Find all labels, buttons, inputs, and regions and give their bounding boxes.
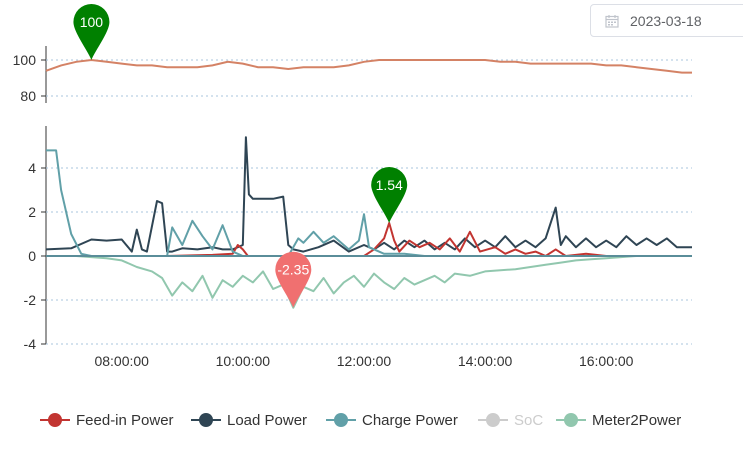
marker-power-max: 1.54: [371, 167, 408, 223]
legend-label: Charge Power: [362, 412, 458, 429]
legend-label: Meter2Power: [592, 412, 681, 429]
power-y-tick-label: 4: [28, 160, 36, 176]
date-picker[interactable]: 2023-03-18: [590, 4, 743, 37]
marker-soc-max: 100: [73, 3, 110, 60]
soc-y-tick-label: 100: [13, 52, 37, 68]
date-value: 2023-03-18: [630, 13, 702, 29]
power-y-tick-label: -4: [24, 336, 37, 352]
x-tick-label: 16:00:00: [579, 353, 634, 369]
power-y-tick-label: 0: [28, 248, 36, 264]
legend-label: Feed-in Power: [76, 412, 174, 429]
series-line-charge-power: [46, 149, 692, 257]
series-line-meter2power: [46, 255, 692, 309]
legend-dot: [334, 413, 348, 427]
marker-power-min-label: -2.35: [277, 262, 309, 278]
x-tick-label: 08:00:00: [94, 353, 149, 369]
legend-dot: [486, 413, 500, 427]
marker-soc-max-label: 100: [80, 14, 104, 30]
legend-dot: [564, 413, 578, 427]
marker-power-min-shape: [275, 251, 312, 308]
legend-item-meter2power[interactable]: Meter2Power: [556, 412, 681, 429]
marker-soc-max-shape: [73, 3, 110, 60]
power-y-tick-label: -2: [24, 292, 37, 308]
legend-item-soc[interactable]: SoC: [478, 412, 543, 429]
legend-label: SoC: [514, 412, 543, 429]
power-y-tick-label: 2: [28, 204, 36, 220]
x-tick-label: 10:00:00: [216, 353, 271, 369]
x-tick-label: 14:00:00: [458, 353, 513, 369]
series-line-feed-in-power: [46, 222, 692, 257]
x-tick-label: 12:00:00: [337, 353, 392, 369]
legend-label: Load Power: [227, 412, 307, 429]
legend-item-charge-power[interactable]: Charge Power: [326, 412, 458, 429]
legend-dot: [48, 413, 62, 427]
soc-y-tick-label: 80: [20, 88, 36, 104]
marker-power-max-shape: [371, 167, 408, 223]
legend-dot: [199, 413, 213, 427]
marker-power-max-label: 1.54: [376, 177, 403, 193]
legend-item-feed-in-power[interactable]: Feed-in Power: [40, 412, 174, 429]
series-line-soc: [45, 58, 692, 74]
marker-power-min: -2.35: [275, 251, 312, 308]
calendar-icon: [605, 15, 619, 28]
series-line-load-power: [45, 136, 692, 253]
legend-item-load-power[interactable]: Load Power: [191, 412, 307, 429]
